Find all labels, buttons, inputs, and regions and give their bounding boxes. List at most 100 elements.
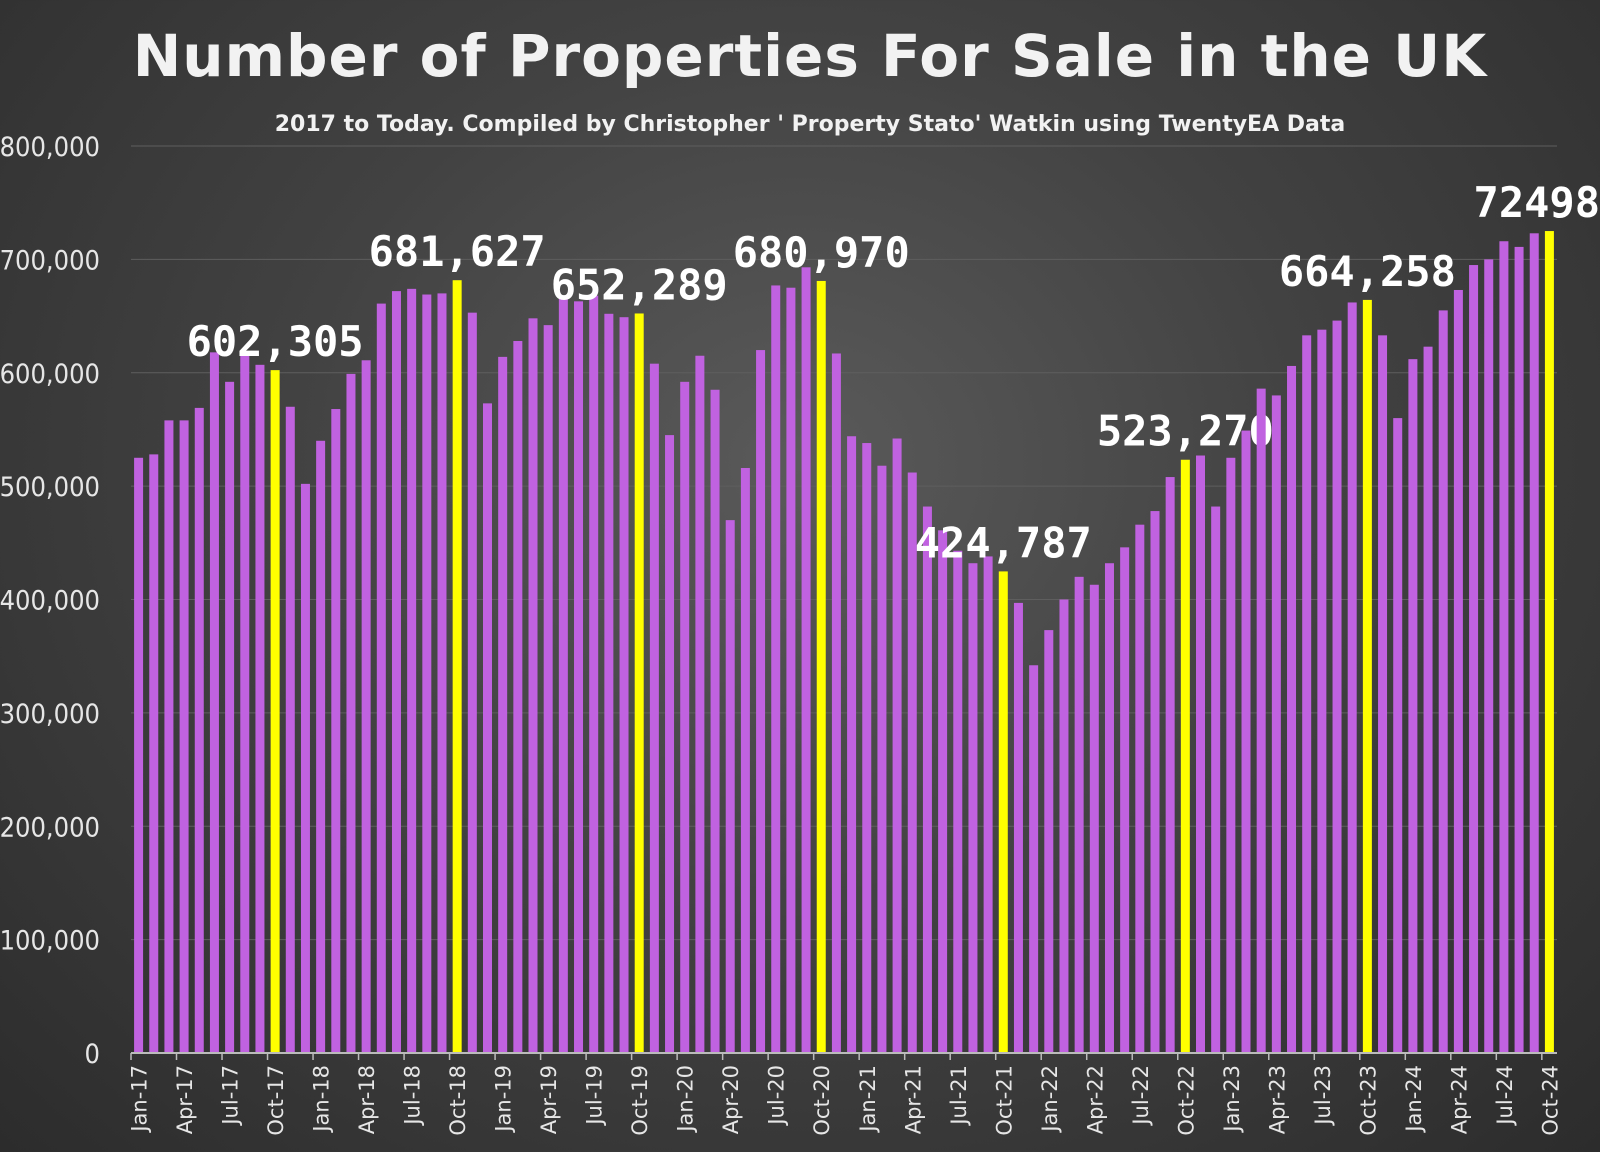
bar-aug-24 [1514, 246, 1524, 1053]
bar-feb-21 [877, 465, 887, 1053]
x-tick-label: Jan-24 [1402, 1065, 1426, 1134]
bar-mar-23 [1256, 388, 1266, 1053]
data-label: 602,305 [187, 317, 364, 366]
bar-jan-18 [316, 440, 326, 1053]
bar-may-22 [1104, 563, 1114, 1053]
x-tick-label: Jul-21 [947, 1065, 971, 1127]
bar-sep-22 [1165, 477, 1175, 1053]
bar-may-18 [376, 303, 386, 1053]
bar-jul-17 [225, 381, 235, 1053]
x-tick-label: Jan-20 [674, 1065, 698, 1134]
bar-dec-17 [300, 483, 310, 1053]
bar-feb-23 [1241, 430, 1251, 1053]
x-tick-label: Jul-22 [1129, 1065, 1153, 1127]
bar-oct-21 [998, 571, 1008, 1053]
bar-mar-21 [892, 438, 902, 1053]
bar-apr-22 [1089, 584, 1099, 1053]
bar-aug-21 [968, 563, 978, 1053]
bar-apr-19 [543, 325, 553, 1053]
bar-nov-21 [1013, 602, 1023, 1053]
bar-oct-18 [452, 280, 462, 1053]
bar-jan-20 [680, 381, 690, 1053]
bar-mar-18 [346, 373, 356, 1053]
y-tick-label: 800,000 [0, 132, 100, 163]
bar-apr-24 [1453, 289, 1463, 1054]
bar-feb-17 [149, 454, 159, 1053]
bar-sep-19 [619, 317, 629, 1053]
data-label: 652,289 [551, 260, 728, 309]
bar-jul-18 [407, 288, 417, 1053]
x-tick-label: Jul-23 [1311, 1065, 1335, 1127]
x-tick-label: Apr-20 [719, 1065, 743, 1134]
y-tick-label: 200,000 [0, 812, 100, 843]
bar-oct-20 [816, 280, 826, 1053]
data-label: 681,627 [369, 227, 546, 276]
bar-jul-23 [1317, 329, 1327, 1054]
bar-dec-19 [665, 435, 675, 1053]
bar-mar-20 [710, 389, 720, 1054]
bar-aug-20 [786, 287, 796, 1053]
bar-sep-21 [983, 556, 993, 1053]
x-tick-label: Apr-22 [1083, 1065, 1107, 1134]
bar-apr-20 [725, 520, 735, 1053]
x-tick-label: Oct-18 [446, 1065, 470, 1136]
y-tick-label: 400,000 [0, 586, 100, 617]
x-tick-label: Jan-22 [1038, 1065, 1062, 1134]
bar-mar-19 [528, 318, 538, 1054]
bar-dec-21 [1029, 665, 1039, 1053]
bar-nov-23 [1378, 335, 1388, 1053]
bar-jun-19 [574, 301, 584, 1054]
x-tick-label: Oct-22 [1174, 1065, 1198, 1136]
bar-jul-22 [1135, 524, 1145, 1053]
bar-apr-23 [1271, 395, 1281, 1053]
data-label: 664,258 [1279, 247, 1456, 296]
bar-oct-24 [1544, 231, 1554, 1054]
bar-jan-23 [1226, 457, 1236, 1053]
x-tick-label: Oct-21 [992, 1065, 1016, 1136]
bar-may-19 [558, 295, 568, 1053]
x-tick-label: Oct-19 [628, 1065, 652, 1136]
bar-jun-17 [209, 352, 219, 1053]
bar-apr-18 [361, 360, 371, 1053]
bar-jul-21 [953, 550, 963, 1053]
bar-aug-17 [240, 352, 250, 1053]
bar-oct-23 [1362, 299, 1372, 1054]
bar-oct-22 [1180, 459, 1190, 1053]
bar-nov-22 [1196, 455, 1205, 1053]
chart-title: Number of Properties For Sale in the UK [132, 22, 1488, 90]
bar-jun-23 [1302, 335, 1312, 1053]
bar-aug-19 [604, 313, 614, 1053]
bar-may-23 [1287, 365, 1297, 1053]
bar-nov-19 [649, 363, 659, 1053]
bar-jun-21 [938, 530, 948, 1053]
bar-jan-21 [862, 443, 872, 1054]
y-tick-label: 600,000 [0, 359, 100, 390]
bar-nov-18 [467, 312, 477, 1053]
x-tick-label: Apr-24 [1447, 1065, 1471, 1134]
bar-apr-17 [179, 420, 189, 1053]
bar-feb-22 [1059, 599, 1069, 1053]
bar-aug-18 [422, 294, 432, 1053]
bar-jul-19 [589, 295, 599, 1053]
bar-may-24 [1469, 265, 1479, 1053]
y-tick-label: 300,000 [0, 699, 100, 730]
x-tick-label: Apr-19 [537, 1065, 561, 1134]
bar-dec-20 [847, 436, 857, 1053]
x-tick-label: Apr-23 [1265, 1065, 1289, 1134]
chart-subtitle: 2017 to Today. Compiled by Christopher '… [274, 112, 1346, 137]
bar-dec-23 [1393, 418, 1403, 1054]
x-tick-label: Jul-20 [765, 1065, 789, 1127]
y-tick-label: 100,000 [0, 926, 100, 957]
y-tick-label: 0 [85, 1039, 100, 1070]
x-tick-label: Jan-21 [856, 1065, 880, 1134]
bar-sep-18 [437, 293, 447, 1053]
bar-mar-22 [1074, 576, 1084, 1053]
x-tick-label: Oct-24 [1538, 1065, 1562, 1136]
x-tick-label: Apr-18 [355, 1065, 379, 1134]
bar-jul-24 [1499, 241, 1509, 1054]
bar-apr-21 [907, 472, 917, 1053]
x-tick-label: Jan-19 [492, 1065, 516, 1134]
bar-jan-22 [1044, 630, 1054, 1053]
bar-sep-24 [1529, 233, 1539, 1053]
